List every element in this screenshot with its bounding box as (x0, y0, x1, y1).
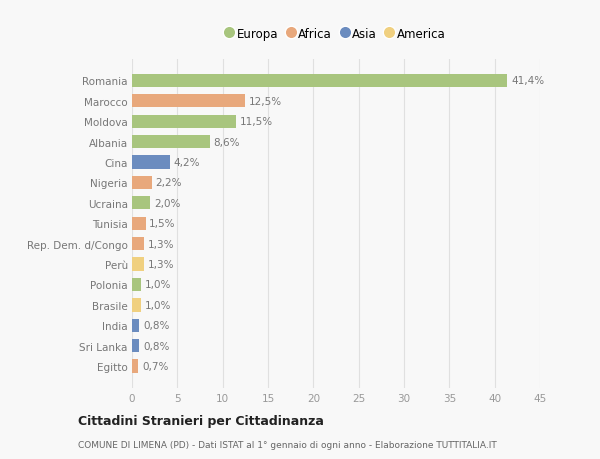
Text: 1,3%: 1,3% (148, 259, 174, 269)
Bar (132, 156, 170, 169)
Text: 8,6%: 8,6% (214, 137, 240, 147)
Bar (132, 217, 146, 230)
Bar (132, 115, 236, 129)
Text: 1,5%: 1,5% (149, 219, 176, 229)
Bar (132, 339, 139, 353)
Text: COMUNE DI LIMENA (PD) - Dati ISTAT al 1° gennaio di ogni anno - Elaborazione TUT: COMUNE DI LIMENA (PD) - Dati ISTAT al 1°… (78, 441, 497, 449)
Text: 41,4%: 41,4% (511, 76, 544, 86)
Text: 2,0%: 2,0% (154, 198, 180, 208)
Bar (132, 176, 152, 190)
Text: 0,8%: 0,8% (143, 341, 169, 351)
Text: 4,2%: 4,2% (174, 158, 200, 168)
Text: 11,5%: 11,5% (240, 117, 273, 127)
Text: 0,8%: 0,8% (143, 320, 169, 330)
Bar (132, 319, 139, 332)
Bar (132, 278, 141, 291)
Text: 0,7%: 0,7% (142, 361, 169, 371)
Bar (132, 258, 144, 271)
Bar (132, 75, 508, 88)
Text: 12,5%: 12,5% (249, 96, 282, 106)
Legend: Europa, Africa, Asia, America: Europa, Africa, Asia, America (221, 23, 451, 45)
Bar (132, 136, 210, 149)
Bar (132, 237, 144, 251)
Text: 1,3%: 1,3% (148, 239, 174, 249)
Text: Cittadini Stranieri per Cittadinanza: Cittadini Stranieri per Cittadinanza (78, 414, 324, 428)
Text: 1,0%: 1,0% (145, 280, 171, 290)
Bar (132, 299, 141, 312)
Bar (132, 95, 245, 108)
Bar (132, 197, 150, 210)
Text: 1,0%: 1,0% (145, 300, 171, 310)
Bar (132, 360, 139, 373)
Text: 2,2%: 2,2% (155, 178, 182, 188)
